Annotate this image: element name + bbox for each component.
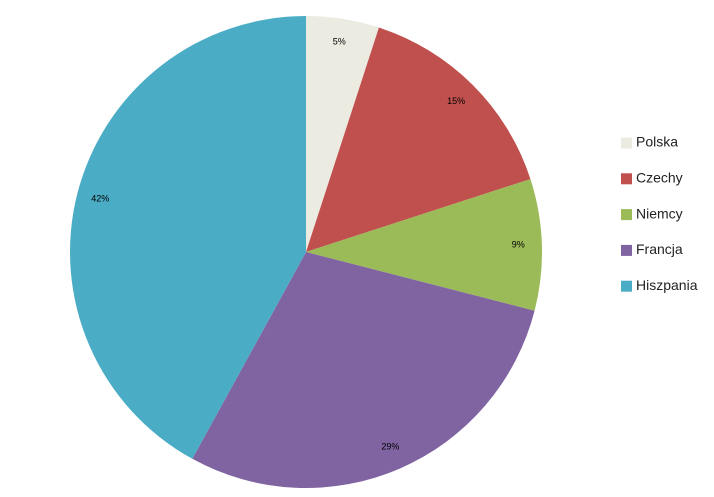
pie-slice <box>306 27 531 253</box>
data-label: 5% <box>333 37 346 47</box>
legend-label: Francja <box>636 241 683 257</box>
legend-label: Niemcy <box>636 205 683 221</box>
legend-swatch <box>621 280 632 292</box>
legend-swatch <box>621 244 632 256</box>
legend-label: Polska <box>636 134 678 150</box>
legend-label: Hiszpania <box>636 277 698 293</box>
data-label: 29% <box>381 441 399 451</box>
data-label: 9% <box>512 240 525 250</box>
data-label: 15% <box>447 96 465 106</box>
pie-slice <box>306 179 542 311</box>
legend-swatch <box>621 173 632 185</box>
legend-swatch <box>621 137 632 149</box>
data-label: 42% <box>91 194 109 204</box>
pie-slice <box>192 252 535 489</box>
legend-label: Czechy <box>636 170 683 186</box>
legend-swatch <box>621 209 632 221</box>
pie-slice <box>306 16 379 252</box>
pie-slice <box>69 16 307 459</box>
